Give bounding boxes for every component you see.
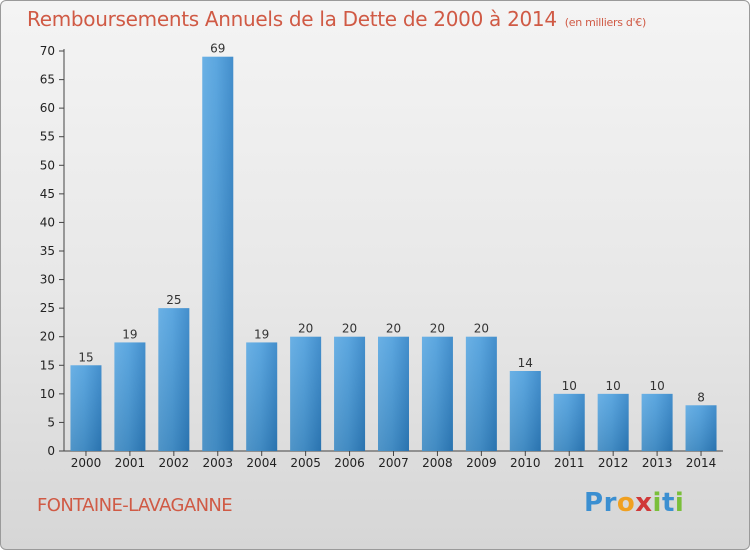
bar-shade (70, 365, 102, 451)
x-tick-label: 2014 (686, 456, 717, 470)
bar-shade (465, 336, 497, 451)
bar-shade (685, 405, 717, 451)
location-name: FONTAINE-LAVAGANNE (37, 495, 233, 516)
bar-value-label: 25 (166, 293, 181, 307)
bar-value-label: 8 (697, 390, 705, 404)
bar-value-label: 10 (649, 379, 664, 393)
bar-shade (114, 342, 146, 451)
logo-letter: o (616, 488, 636, 518)
y-tick-label: 30 (40, 273, 55, 287)
y-tick-label: 0 (47, 444, 55, 458)
bar-value-label: 20 (474, 322, 489, 336)
bar-shade (378, 336, 409, 451)
chart-title-text: Remboursements Annuels de la Dette de 20… (27, 7, 557, 31)
bar-shade (202, 56, 234, 451)
logo-letter: i (652, 488, 662, 518)
y-tick-label: 40 (40, 215, 55, 229)
bar-value-label: 19 (122, 327, 137, 341)
y-tick-label: 50 (40, 158, 55, 172)
x-tick-label: 2008 (422, 456, 453, 470)
logo-letter: x (635, 488, 653, 518)
logo-letter: t (661, 488, 675, 518)
y-tick-label: 55 (40, 130, 55, 144)
bar-value-label: 19 (254, 327, 269, 341)
bar-shade (246, 342, 278, 451)
bar-value-label: 20 (386, 322, 401, 336)
x-tick-label: 2006 (334, 456, 365, 470)
x-axis: 2000 2001 2002 2003 2004 2005 2006 2007 2008 2009… (64, 450, 723, 470)
bar-shade (509, 371, 541, 451)
bar-value-label: 20 (298, 322, 313, 336)
x-tick-label: 2003 (202, 456, 233, 470)
y-tick-label: 65 (40, 73, 55, 87)
bar-shade (334, 336, 366, 451)
x-tick-label: 2011 (554, 456, 585, 470)
y-tick-label: 45 (40, 187, 55, 201)
chart-title: Remboursements Annuels de la Dette de 20… (27, 7, 646, 31)
y-tick-label: 25 (40, 301, 55, 315)
logo-letter: i (674, 488, 685, 518)
y-tick-label: 20 (40, 330, 55, 344)
bar-shade (158, 308, 190, 451)
y-axis: 0 5 10 15 20 25 30 35 40 45 50 55 60 65 70 (40, 44, 65, 458)
y-tick-label: 15 (40, 358, 55, 372)
bar-shade (290, 336, 322, 451)
x-tick-label: 2012 (598, 456, 629, 470)
bar-value-label: 20 (430, 322, 445, 336)
y-tick-label: 60 (40, 101, 55, 115)
bar-value-label: 14 (518, 356, 533, 370)
x-tick-label: 2009 (466, 456, 497, 470)
proxiti-logo[interactable]: Proxiti (584, 488, 684, 518)
x-tick-label: 2005 (290, 456, 321, 470)
y-tick-label: 10 (40, 387, 55, 401)
x-tick-label: 2000 (71, 456, 102, 470)
x-tick-label: 2010 (510, 456, 541, 470)
bar-value-label: 20 (342, 322, 357, 336)
bar-value-label: 69 (210, 42, 225, 56)
logo-letter: P (584, 488, 604, 518)
bar-value-label: 10 (562, 379, 577, 393)
bar-value-label: 15 (78, 350, 93, 364)
x-tick-label: 2004 (246, 456, 277, 470)
y-tick-label: 35 (40, 244, 55, 258)
x-tick-label: 2001 (115, 456, 146, 470)
bar-shade (597, 393, 629, 451)
x-tick-label: 2007 (378, 456, 409, 470)
y-tick-label: 70 (40, 44, 55, 58)
y-tick-label: 5 (47, 415, 55, 429)
bar-value-label: 10 (606, 379, 621, 393)
bars: 15 19 25 69 19 20 20 20 20 20 14 10 10 10 8 (70, 42, 717, 451)
bar-shade (553, 393, 585, 451)
chart-unit: (en milliers d'€) (564, 16, 646, 29)
bar-shade (421, 336, 453, 451)
x-tick-label: 2002 (159, 456, 190, 470)
logo-letter: r (603, 488, 617, 518)
x-tick-label: 2013 (642, 456, 673, 470)
bar-shade (641, 393, 673, 451)
